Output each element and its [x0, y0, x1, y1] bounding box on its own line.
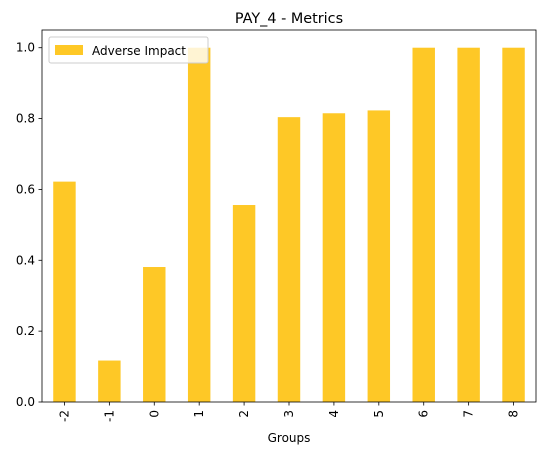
bar-8	[502, 47, 525, 403]
legend-label: Adverse Impact	[92, 44, 186, 58]
x-tick-label-0: 0	[147, 410, 161, 418]
x-tick-label-7: 7	[462, 410, 476, 418]
y-axis: 0.0 0.2 0.4 0.6 0.8 1.0	[16, 41, 42, 409]
x-tick-label-2: 2	[237, 410, 251, 418]
plot-frame	[41, 29, 537, 403]
x-tick-label--1: -1	[102, 410, 116, 422]
legend: Adverse Impact	[48, 36, 209, 64]
x-axis: -2 -1 0 1 2 3 4 5 6 7 8	[57, 402, 521, 422]
x-tick-label-8: 8	[507, 410, 521, 418]
bar-1	[187, 47, 211, 403]
y-tick-label-4: 0.8	[16, 112, 35, 126]
x-tick-label--2: -2	[57, 410, 71, 422]
bars-group	[53, 47, 525, 403]
legend-swatch	[55, 45, 83, 55]
chart-title: PAY_4 - Metrics	[235, 11, 343, 27]
y-tick-label-0: 0.0	[16, 395, 35, 409]
x-tick-label-5: 5	[372, 410, 386, 418]
x-axis-label: Groups	[268, 431, 311, 445]
bar-5	[367, 110, 391, 403]
x-tick-label-3: 3	[282, 410, 296, 418]
y-tick-label-5: 1.0	[16, 41, 35, 55]
y-tick-label-2: 0.4	[16, 253, 35, 267]
y-tick-label-3: 0.6	[16, 182, 35, 196]
x-tick-label-6: 6	[417, 410, 431, 418]
x-tick-label-1: 1	[192, 410, 206, 418]
bar--2	[53, 181, 76, 402]
bar-2	[232, 205, 256, 402]
bar-6	[412, 47, 435, 403]
legend-box	[48, 36, 209, 64]
y-tick-label-1: 0.2	[16, 324, 35, 338]
bar-4	[322, 113, 346, 402]
bar-7	[457, 47, 480, 403]
bar-0	[143, 267, 166, 402]
x-tick-label-4: 4	[327, 410, 341, 418]
bar--1	[98, 360, 121, 402]
bar-3	[277, 117, 301, 403]
